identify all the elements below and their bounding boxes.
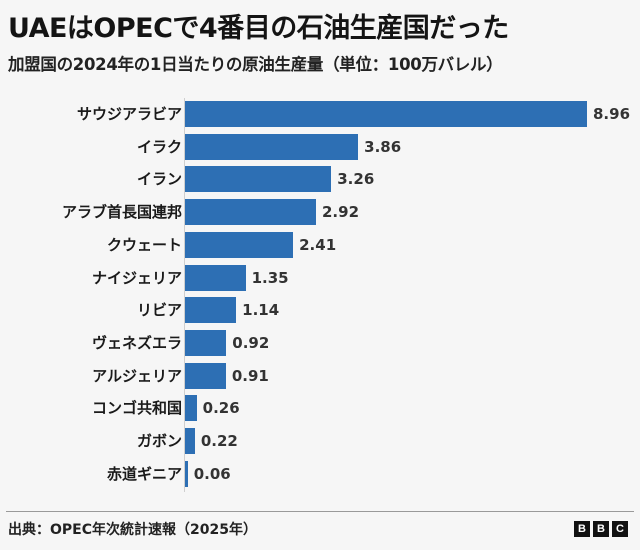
bar xyxy=(185,329,227,356)
bar xyxy=(185,297,237,324)
chart-title: UAEはOPECで4番目の石油生産国だった xyxy=(8,13,509,44)
bbc-logo-c: C xyxy=(612,521,628,537)
bbc-logo: B B C xyxy=(574,521,628,537)
bar xyxy=(185,166,332,193)
value-label: 3.26 xyxy=(337,170,375,189)
bar xyxy=(185,395,197,422)
bar-row: リビア 1.14 xyxy=(0,297,640,324)
value-label: 2.92 xyxy=(322,203,360,222)
category-label: 赤道ギニア xyxy=(106,464,182,483)
value-label: 0.26 xyxy=(202,399,240,418)
value-label: 0.22 xyxy=(200,432,238,450)
bar-row: クウェート 2.41 xyxy=(0,231,640,258)
bar-row: ヴェネズエラ 0.92 xyxy=(0,329,640,356)
bar xyxy=(185,101,587,127)
value-label: 8.96 xyxy=(593,105,631,123)
value-label: 0.06 xyxy=(193,464,231,483)
y-axis-line xyxy=(184,98,185,492)
category-label: アルジェリア xyxy=(92,366,182,385)
bar-row: サウジアラビア 8.96 xyxy=(0,101,640,127)
category-label: イラク xyxy=(136,137,182,156)
value-label: 0.92 xyxy=(232,333,270,352)
bar-row: 赤道ギニア 0.06 xyxy=(0,460,640,487)
bar-row: イラン 3.26 xyxy=(0,166,640,193)
bar-chart: サウジアラビア 8.96 イラク 3.86 イラン 3.26 アラブ首長国連邦 2.92 クウェ… xyxy=(0,98,640,492)
category-label: クウェート xyxy=(106,235,182,254)
category-label: サウジアラビア xyxy=(76,105,182,123)
bar-row: ガボン 0.22 xyxy=(0,428,640,454)
bar xyxy=(185,231,294,258)
bar-row: イラク 3.86 xyxy=(0,133,640,160)
chart-subtitle: 加盟国の2024年の1日当たりの原油生産量（単位：100万バレル） xyxy=(8,55,503,74)
bar xyxy=(185,428,195,454)
value-label: 2.41 xyxy=(299,235,337,254)
category-label: ヴェネズエラ xyxy=(91,333,182,352)
bar-row: アルジェリア 0.91 xyxy=(0,362,640,389)
value-label: 3.86 xyxy=(364,137,402,156)
category-label: アラブ首長国連邦 xyxy=(61,203,182,222)
bbc-logo-b1: B xyxy=(574,521,590,537)
category-label: リビア xyxy=(136,301,182,320)
bbc-logo-b2: B xyxy=(593,521,609,537)
bar-row: アラブ首長国連邦 2.92 xyxy=(0,199,640,226)
bar xyxy=(185,264,246,291)
source-note: 出典：OPEC年次統計速報（2025年） xyxy=(8,522,257,538)
value-label: 0.91 xyxy=(231,366,269,385)
category-label: コンゴ共和国 xyxy=(91,399,182,418)
bar-row: ナイジェリア 1.35 xyxy=(0,264,640,291)
value-label: 1.14 xyxy=(242,301,280,320)
value-label: 1.35 xyxy=(251,268,289,287)
category-label: ナイジェリア xyxy=(91,268,182,287)
bar xyxy=(185,362,226,389)
category-label: イラン xyxy=(136,170,182,189)
category-label: ガボン xyxy=(136,432,182,450)
footer-divider xyxy=(6,511,634,512)
bar xyxy=(185,199,316,226)
bar-row: コンゴ共和国 0.26 xyxy=(0,395,640,422)
bar xyxy=(185,460,188,487)
bar xyxy=(185,133,359,160)
